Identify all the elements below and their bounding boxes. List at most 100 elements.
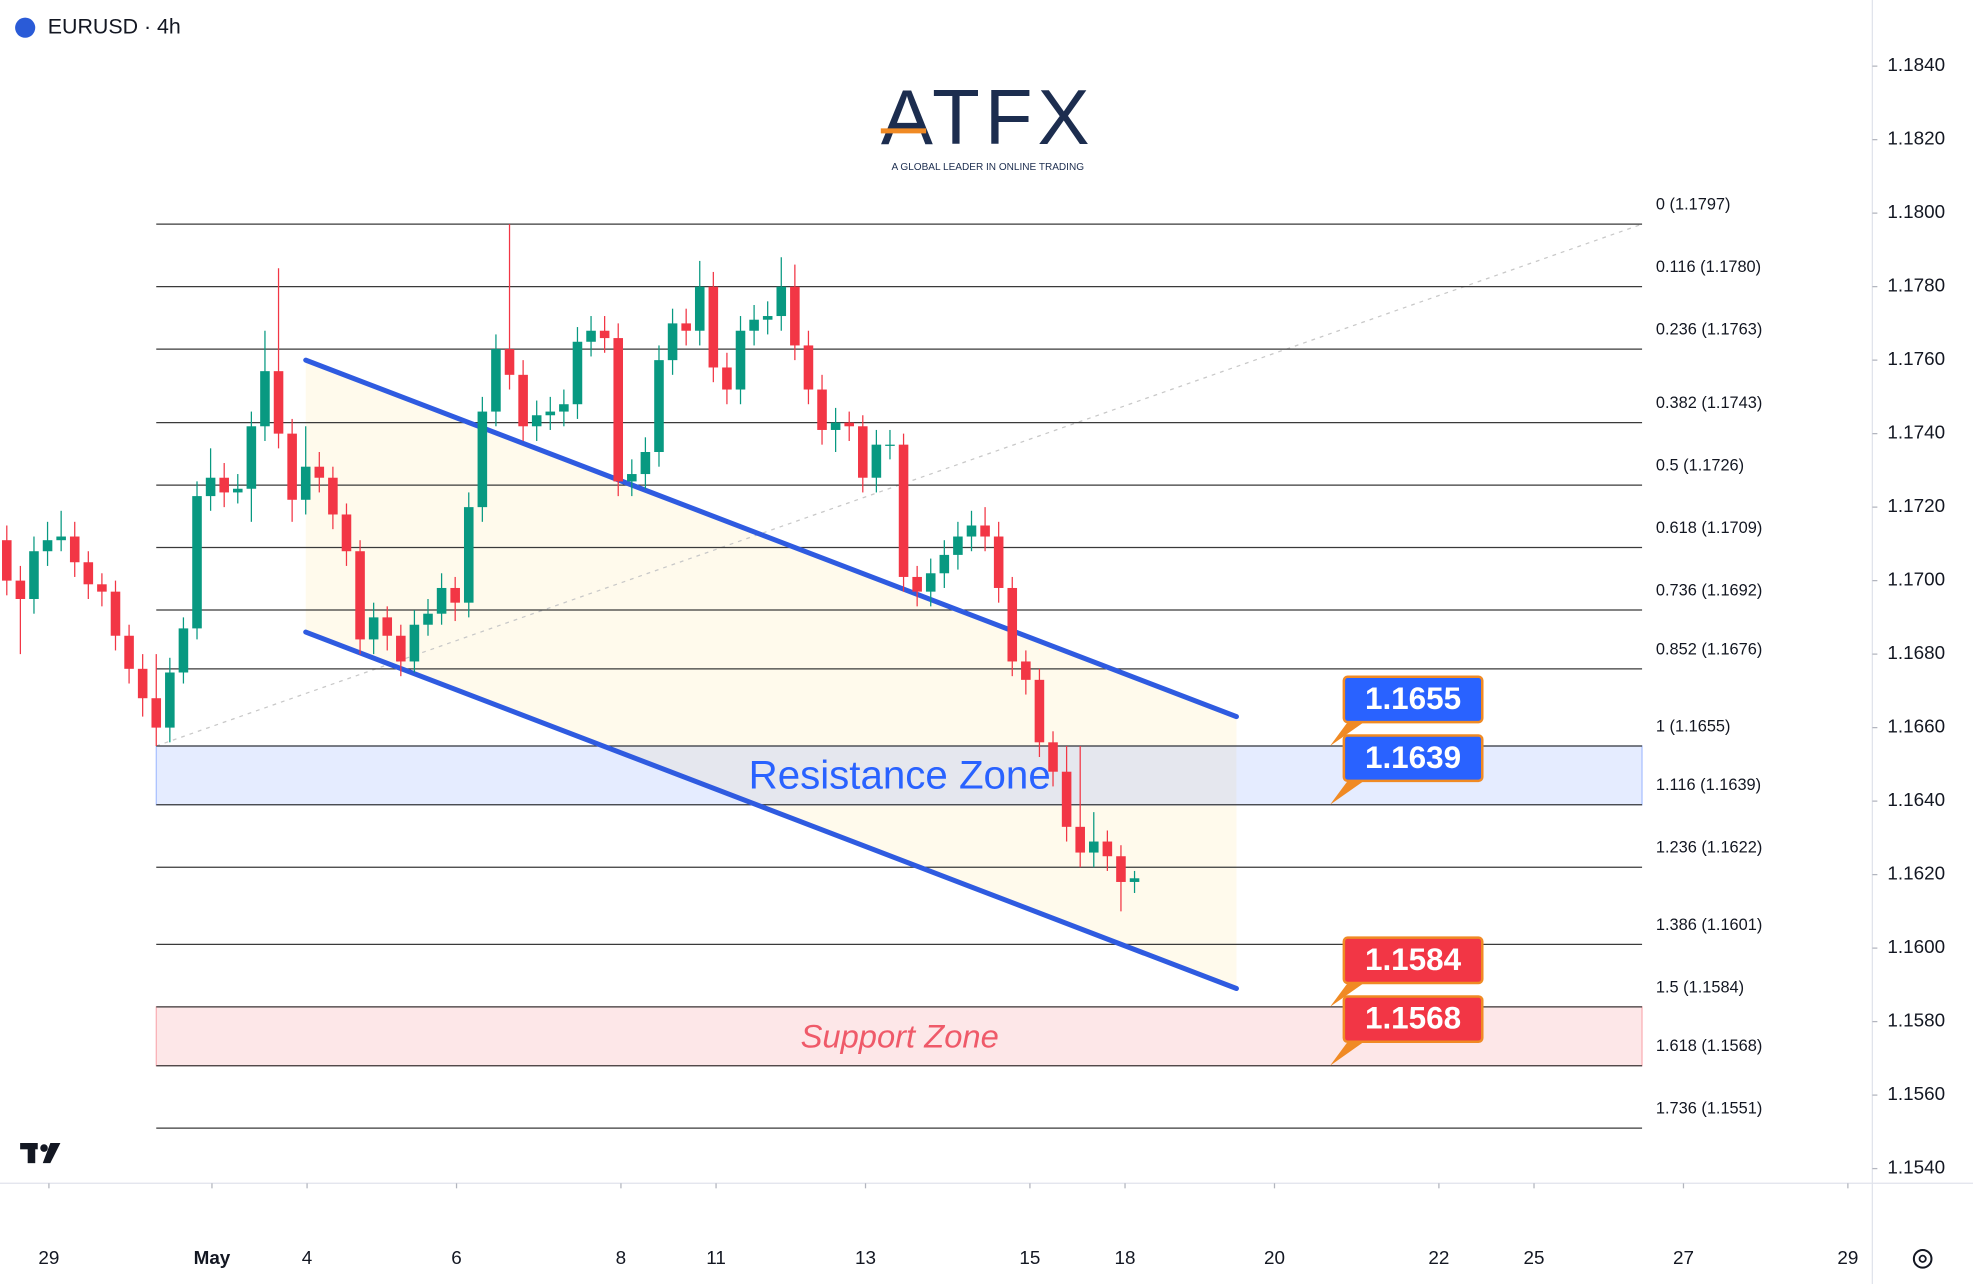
- candle-body: [382, 617, 393, 636]
- y-tick-label: 1.1620: [1887, 863, 1945, 884]
- candle-body: [287, 433, 297, 500]
- candle-body: [232, 488, 243, 493]
- y-tick-label: 1.1540: [1887, 1157, 1945, 1178]
- candle-body: [368, 617, 379, 640]
- candle-body: [640, 452, 651, 475]
- candle-body: [246, 426, 257, 489]
- candle-body: [627, 474, 637, 482]
- candle-body: [205, 477, 216, 497]
- fib-level-label: 1.5 (1.1584): [1656, 978, 1744, 996]
- x-tick-label: 8: [616, 1247, 626, 1268]
- candle-body: [1021, 661, 1031, 680]
- callout-box: [1342, 675, 1484, 724]
- x-tick-label: 25: [1524, 1247, 1545, 1268]
- candle-body: [966, 525, 977, 537]
- candle-body: [1129, 878, 1140, 882]
- y-tick-label: 1.1640: [1887, 789, 1945, 810]
- candle-body: [477, 411, 488, 508]
- x-tick-label: 4: [302, 1247, 312, 1268]
- x-tick-label: 15: [1019, 1247, 1040, 1268]
- y-tick-label: 1.1820: [1887, 128, 1945, 149]
- fib-level-label: 1.236 (1.1622): [1656, 839, 1762, 857]
- candle-body: [1075, 826, 1085, 853]
- y-tick-label: 1.1800: [1887, 201, 1945, 222]
- logo: ATFX: [881, 73, 1095, 161]
- x-tick-label: 22: [1428, 1247, 1449, 1268]
- y-tick-label: 1.1840: [1887, 54, 1945, 75]
- tradingview-logo[interactable]: [20, 1143, 61, 1164]
- candle-body: [1048, 742, 1058, 772]
- x-tick-label: 11: [706, 1247, 726, 1268]
- candle-body: [1061, 771, 1072, 827]
- settings-icon[interactable]: [1912, 1249, 1933, 1269]
- candle-body: [572, 341, 583, 405]
- candle-body: [830, 422, 841, 430]
- y-tick-label: 1.1760: [1887, 348, 1945, 369]
- candle-body: [463, 507, 474, 603]
- fib-level-label: 0.852 (1.1676): [1656, 640, 1762, 658]
- candle-body: [776, 286, 787, 317]
- callout-label: 1.1568: [1365, 1001, 1461, 1036]
- candle-body: [667, 323, 678, 361]
- candle-body: [790, 286, 800, 346]
- fib-level-label: 1.618 (1.1568): [1656, 1037, 1762, 1055]
- gear-center: [1918, 1254, 1927, 1263]
- channel-line: [303, 357, 1239, 720]
- y-tick-label: 1.1700: [1887, 569, 1945, 590]
- channel-line: [303, 629, 1239, 992]
- candle-body: [531, 415, 542, 427]
- y-tick-label: 1.1580: [1887, 1010, 1945, 1031]
- y-tick-label: 1.1740: [1887, 422, 1945, 443]
- candle-body: [858, 426, 868, 478]
- candle-body: [762, 316, 773, 320]
- candle-body: [273, 371, 284, 434]
- candle-body: [654, 360, 664, 453]
- fib-level-label: 1.386 (1.1601): [1656, 916, 1762, 934]
- candle-body: [355, 551, 365, 640]
- gear: [1912, 1249, 1933, 1269]
- candle-body: [559, 404, 569, 412]
- fib-level-label: 0.236 (1.1763): [1656, 321, 1762, 339]
- fib-level-label: 0 (1.1797): [1656, 196, 1731, 214]
- candle-body: [42, 540, 53, 552]
- x-tick-label: May: [194, 1247, 231, 1268]
- fib-level-label: 0.618 (1.1709): [1656, 519, 1762, 537]
- candle-body: [436, 587, 447, 614]
- candle-body: [545, 411, 556, 416]
- candle-body: [300, 466, 311, 500]
- candle-body: [341, 514, 352, 552]
- candle-body: [694, 286, 705, 331]
- callout-label: 1.1584: [1365, 942, 1462, 977]
- fib-level-label: 1.116 (1.1639): [1656, 776, 1761, 794]
- callout-pointer: [1330, 1036, 1364, 1066]
- x-tick-label: 27: [1673, 1247, 1694, 1268]
- candle-body: [844, 422, 854, 427]
- tv-logo-part: [27, 1143, 36, 1164]
- candle-body: [15, 580, 26, 599]
- candle-body: [260, 371, 270, 427]
- symbol-icon[interactable]: [15, 17, 36, 38]
- candle-body: [450, 587, 460, 603]
- callout-pointer: [1330, 717, 1364, 746]
- candle-body: [939, 554, 950, 574]
- candle-body: [980, 525, 990, 537]
- callout-label: 1.1639: [1365, 740, 1461, 775]
- symbol-title[interactable]: EURUSD · 4h: [48, 14, 181, 38]
- candle-body: [749, 319, 759, 331]
- candle-body: [681, 323, 691, 331]
- candle-body: [56, 536, 66, 541]
- fib-level-label: 1.736 (1.1551): [1656, 1100, 1762, 1118]
- plot: Resistance Zone Support Zone 0 (1.1797) 0.1…: [2, 196, 1762, 1129]
- candle-body: [708, 286, 719, 368]
- candle-body: [192, 496, 202, 629]
- candle-body: [409, 624, 420, 662]
- candle-body: [586, 330, 596, 342]
- candle-body: [817, 389, 827, 430]
- candle-body: [151, 698, 162, 728]
- candle-body: [314, 466, 325, 478]
- candle-body: [504, 349, 515, 375]
- fib-level-label: 0.116 (1.1780): [1656, 258, 1761, 276]
- x-tick-label: 18: [1115, 1247, 1136, 1268]
- fib-level-label: 1 (1.1655): [1656, 717, 1731, 735]
